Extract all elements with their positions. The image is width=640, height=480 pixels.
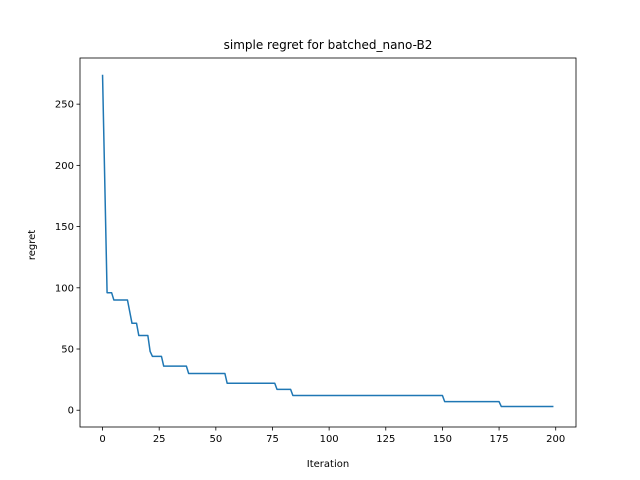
x-tick-label-6: 150 — [433, 434, 452, 445]
y-tick-label-2: 100 — [55, 283, 74, 294]
y-tick-label-0: 0 — [68, 406, 74, 417]
x-tick-label-5: 125 — [376, 434, 395, 445]
x-axis-label: Iteration — [307, 459, 349, 470]
y-tick-label-4: 200 — [55, 161, 74, 172]
x-tick-label-8: 200 — [546, 434, 565, 445]
series-line-0 — [101, 74, 554, 408]
y-tick-label-1: 50 — [61, 345, 74, 356]
y-tick-label-5: 250 — [55, 100, 74, 111]
plot-area: 0 25 50 75 100 125 150 175 200 0 50 100 150 200 250 — [55, 57, 577, 445]
x-tick-label-3: 75 — [266, 434, 279, 445]
y-axis-label: regret — [27, 230, 38, 260]
x-tick-label-4: 100 — [320, 434, 339, 445]
y-tick-label-3: 150 — [55, 222, 74, 233]
chart-title: simple regret for batched_nano-B2 — [224, 38, 433, 52]
x-tick-label-0: 0 — [99, 434, 105, 445]
x-tick-label-7: 175 — [490, 434, 509, 445]
x-tick-label-1: 25 — [153, 434, 166, 445]
axes-frame — [79, 57, 577, 428]
x-tick-label-2: 50 — [209, 434, 222, 445]
